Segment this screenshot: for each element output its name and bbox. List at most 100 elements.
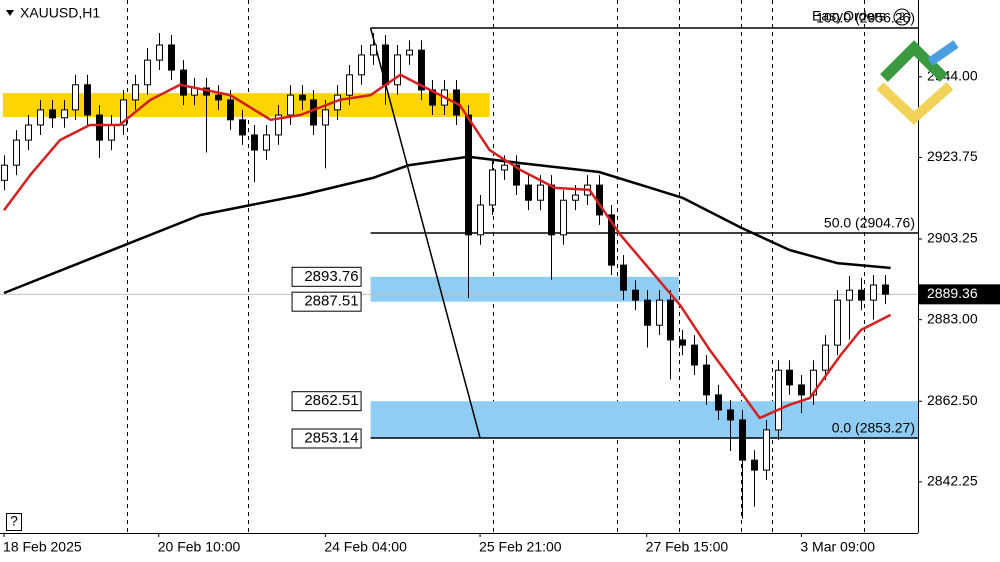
candle-body	[132, 84, 139, 101]
candle-body	[227, 99, 234, 121]
candle-body	[156, 44, 163, 61]
candle-body	[822, 344, 829, 371]
x-tick-label: 25 Feb 21:00	[479, 539, 562, 555]
x-tick-label: 20 Feb 10:00	[158, 539, 241, 555]
candle-body	[477, 204, 484, 236]
candle-body	[215, 94, 222, 101]
candle-body	[632, 289, 639, 301]
candle-body	[1, 164, 8, 181]
candle-body	[25, 124, 32, 141]
y-tick-label: 2923.75	[927, 148, 978, 164]
candle-body	[287, 94, 294, 116]
candle-body	[346, 74, 353, 96]
candle-body	[84, 84, 91, 116]
candle-body	[144, 59, 151, 86]
watermark: EasyOrders	[812, 8, 886, 24]
candle-body	[310, 99, 317, 126]
fib-label: 100.0 (2956.26)	[816, 10, 915, 26]
candle-body	[394, 54, 401, 86]
zone-label-box	[291, 266, 362, 287]
candle-body	[465, 114, 472, 236]
candle-body	[644, 299, 651, 326]
candle-body	[96, 114, 103, 141]
moving-average	[3, 155, 891, 295]
candle-body	[299, 94, 306, 101]
zone-label: 2893.76	[304, 268, 358, 285]
candle-body	[525, 184, 532, 201]
moving-average	[2, 73, 892, 420]
candle-body	[763, 429, 770, 471]
candle-body	[72, 84, 79, 111]
candle-body	[572, 194, 579, 201]
candle-body	[786, 369, 793, 386]
candle-body	[239, 119, 246, 136]
candle-body	[37, 109, 44, 126]
candle-body	[489, 169, 496, 206]
candle-body	[108, 124, 115, 141]
x-tick-label: 24 Feb 04:00	[324, 539, 407, 555]
logo	[876, 40, 959, 125]
symbol-menu-arrow[interactable]	[6, 10, 14, 16]
help-text[interactable]: ?	[10, 513, 18, 529]
x-tick-label: 27 Feb 15:00	[646, 539, 729, 555]
fib-label: 50.0 (2904.76)	[824, 215, 915, 231]
candle-body	[858, 289, 865, 301]
zone-label: 2887.51	[304, 293, 358, 310]
zone	[370, 401, 918, 439]
candle-body	[513, 164, 520, 186]
candle-body	[620, 264, 627, 291]
candle-body	[370, 44, 377, 56]
candle-body	[251, 134, 258, 151]
candle-body	[679, 339, 686, 346]
candle-body	[560, 199, 567, 236]
candle-body	[739, 419, 746, 461]
fib-trend-line	[369, 27, 481, 439]
y-tick-label: 2883.00	[927, 310, 978, 326]
candle-body	[751, 459, 758, 471]
candle-body	[656, 299, 663, 326]
candle-body	[834, 299, 841, 346]
candle-body	[703, 364, 710, 396]
zone	[370, 276, 679, 302]
candle-body	[846, 289, 853, 301]
mid-layer	[1, 27, 918, 519]
zone-label-box	[291, 291, 362, 312]
zone-label: 2853.14	[304, 429, 358, 446]
y-tick-label: 2862.50	[927, 392, 978, 408]
candle-body	[537, 184, 544, 201]
candle-body	[882, 284, 889, 295]
logo-blue	[927, 40, 959, 66]
candle-body	[49, 109, 56, 119]
candle-body	[382, 44, 389, 86]
help-button[interactable]	[6, 513, 22, 531]
zone-label-box	[291, 428, 362, 449]
candle-body	[120, 99, 127, 126]
front-layer: 2893.76 2887.51 2862.51 2853.14 100.0 (2956.…	[3, 10, 1000, 555]
candle-body	[775, 369, 782, 431]
candle-body	[322, 109, 329, 126]
candle-body	[263, 134, 270, 151]
chart-title: XAUUSD,H1	[20, 5, 100, 21]
current-price-box	[919, 284, 1000, 305]
zone-label: 2862.51	[304, 392, 358, 409]
badge: 2	[899, 11, 905, 23]
candle-body	[180, 69, 187, 96]
logo-green	[880, 40, 948, 82]
candle-body	[691, 344, 698, 366]
candle-body	[667, 299, 674, 341]
badge-circle	[893, 8, 911, 26]
candle-body	[715, 394, 722, 411]
candle-body	[275, 114, 282, 136]
candle-body	[798, 384, 805, 396]
candle-body	[358, 54, 365, 76]
x-tick-label: 3 Mar 09:00	[800, 539, 875, 555]
candle-body	[13, 139, 20, 166]
zone-label-box	[291, 391, 362, 412]
candle-body	[501, 164, 508, 171]
candle-body	[168, 44, 175, 71]
candle-body	[61, 109, 68, 119]
candle-body	[418, 49, 425, 91]
candle-body	[727, 409, 734, 421]
